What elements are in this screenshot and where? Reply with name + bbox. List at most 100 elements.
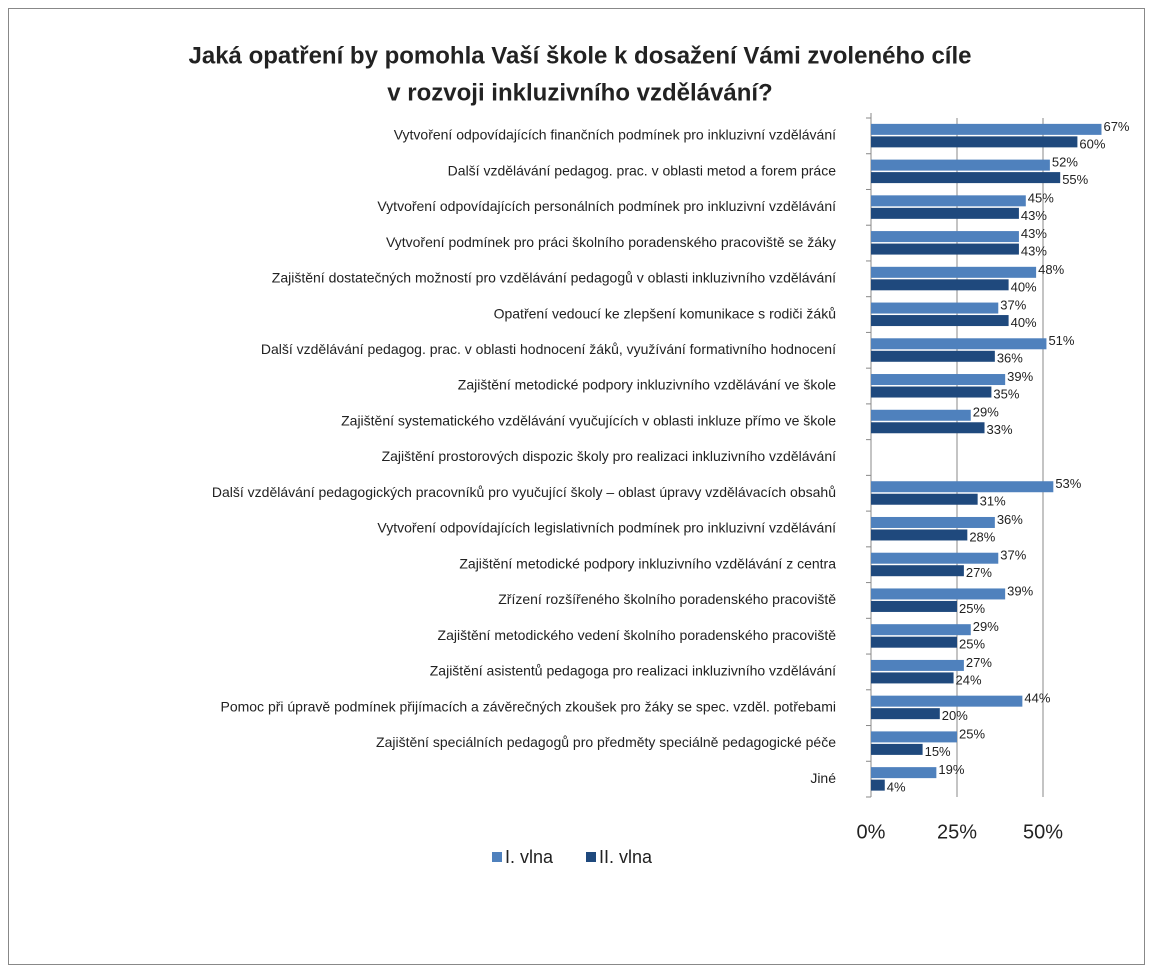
value-label: 40% [1011, 315, 1037, 330]
bar [871, 767, 937, 779]
bar [871, 266, 1037, 278]
value-label: 39% [1007, 583, 1033, 598]
value-label: 43% [1021, 208, 1047, 223]
category-label: Zajištění metodického vedení školního po… [438, 627, 837, 643]
value-label: 45% [1028, 190, 1054, 205]
bar [871, 338, 1047, 350]
category-label: Jiné [810, 770, 836, 786]
category-label: Opatření vedoucí ke zlepšení komunikace … [494, 305, 836, 321]
category-label: Zajištění metodické podpory inkluzivního… [459, 555, 836, 571]
category-label: Zajištění metodické podpory inkluzivního… [458, 377, 836, 393]
bar [871, 565, 964, 577]
bar [871, 731, 957, 743]
bar [871, 350, 995, 362]
value-label: 43% [1021, 226, 1047, 241]
bar [871, 302, 999, 314]
category-label: Zajištění systematického vzdělávání vyuč… [341, 412, 836, 428]
bar [871, 243, 1019, 255]
bar [871, 600, 957, 612]
x-tick-label: 0% [857, 821, 886, 843]
legend-label: II. vlna [599, 847, 653, 867]
value-label: 19% [938, 762, 964, 777]
bar [871, 624, 971, 636]
value-label: 37% [1000, 548, 1026, 563]
bar [871, 695, 1023, 707]
value-label: 27% [966, 655, 992, 670]
value-label: 60% [1079, 136, 1105, 151]
legend-swatch [586, 852, 596, 862]
bar [871, 207, 1019, 219]
value-label: 20% [942, 708, 968, 723]
bar [871, 386, 992, 398]
category-label: Vytvoření odpovídajících finančních podm… [394, 127, 836, 143]
category-label: Vytvoření odpovídajících legislativních … [377, 520, 836, 536]
bar [871, 743, 923, 755]
value-label: 35% [993, 386, 1019, 401]
value-label: 39% [1007, 369, 1033, 384]
bar [871, 279, 1009, 291]
category-label: Další vzdělávání pedagog. prac. v oblast… [261, 341, 836, 357]
value-label: 24% [956, 672, 982, 687]
category-label: Zajištění dostatečných možností pro vzdě… [272, 270, 836, 286]
x-tick-label: 25% [937, 821, 977, 843]
bar [871, 779, 885, 791]
bar [871, 529, 968, 541]
bar [871, 672, 954, 684]
x-tick-label: 50% [1023, 821, 1063, 843]
bar [871, 409, 971, 421]
value-label: 29% [973, 405, 999, 420]
bar [871, 636, 957, 648]
bar [871, 588, 1006, 600]
value-label: 31% [980, 494, 1006, 509]
value-label: 44% [1024, 691, 1050, 706]
category-label: Další vzdělávání pedagogických pracovník… [212, 484, 836, 500]
value-label: 25% [959, 601, 985, 616]
value-label: 40% [1011, 279, 1037, 294]
value-label: 4% [887, 780, 906, 795]
bar [871, 493, 978, 505]
bar [871, 159, 1050, 171]
value-label: 67% [1103, 119, 1129, 134]
bar [871, 659, 964, 671]
bar [871, 136, 1078, 148]
value-label: 15% [925, 744, 951, 759]
bar [871, 374, 1006, 386]
bar [871, 708, 940, 720]
value-label: 29% [973, 619, 999, 634]
value-label: 25% [959, 726, 985, 741]
value-label: 51% [1048, 333, 1074, 348]
value-label: 25% [959, 637, 985, 652]
legend-label: I. vlna [505, 847, 554, 867]
category-label: Vytvoření podmínek pro práci školního po… [386, 234, 836, 250]
bar [871, 516, 995, 528]
value-label: 53% [1055, 476, 1081, 491]
value-label: 55% [1062, 172, 1088, 187]
bar [871, 172, 1061, 184]
value-label: 43% [1021, 244, 1047, 259]
bar [871, 123, 1102, 135]
bar [871, 231, 1019, 243]
value-label: 48% [1038, 262, 1064, 277]
category-label: Pomoc při úpravě podmínek přijímacích a … [220, 698, 836, 714]
chart-title: v rozvoji inkluzivního vzdělávání? [387, 79, 772, 106]
value-label: 28% [969, 529, 995, 544]
bar [871, 552, 999, 564]
value-label: 36% [997, 512, 1023, 527]
value-label: 52% [1052, 155, 1078, 170]
value-label: 37% [1000, 297, 1026, 312]
category-label: Zajištění asistentů pedagoga pro realiza… [430, 663, 836, 679]
legend-swatch [492, 852, 502, 862]
category-label: Zajištění speciálních pedagogů pro předm… [376, 734, 836, 750]
value-label: 27% [966, 565, 992, 580]
chart-title: Jaká opatření by pomohla Vaší škole k do… [189, 42, 972, 69]
value-label: 33% [987, 422, 1013, 437]
category-label: Další vzdělávání pedagog. prac. v oblast… [448, 162, 837, 178]
category-label: Zřízení rozšířeného školního poradenskéh… [498, 591, 836, 607]
category-label: Zajištění prostorových dispozic školy pr… [382, 448, 837, 464]
category-label: Vytvoření odpovídajících personálních po… [377, 198, 836, 214]
value-label: 36% [997, 351, 1023, 366]
bar [871, 315, 1009, 327]
bar [871, 422, 985, 434]
bar [871, 481, 1054, 493]
